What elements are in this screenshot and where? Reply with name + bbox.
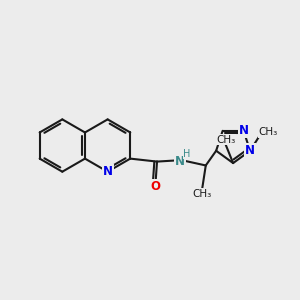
Text: N: N (238, 124, 249, 137)
Text: N: N (103, 165, 112, 178)
Text: CH₃: CH₃ (258, 127, 278, 137)
Text: CH₃: CH₃ (193, 189, 212, 199)
Text: O: O (151, 180, 160, 193)
Text: N: N (245, 144, 255, 157)
Text: CH₃: CH₃ (216, 135, 235, 145)
Text: N: N (175, 155, 185, 168)
Text: H: H (183, 148, 190, 159)
